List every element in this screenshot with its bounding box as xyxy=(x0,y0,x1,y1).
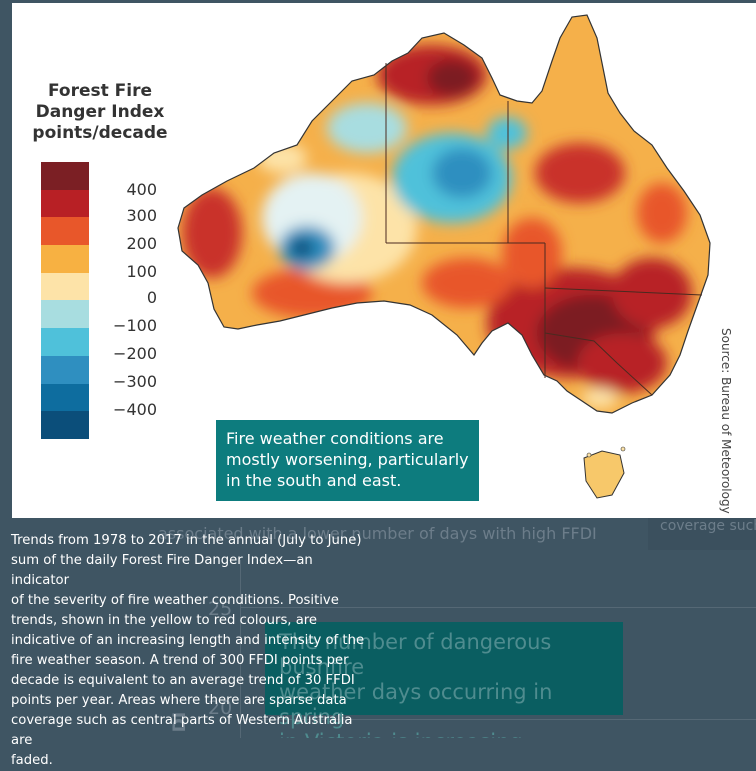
island xyxy=(620,446,626,452)
background-axis-line xyxy=(240,560,241,738)
fire-danger-map-panel: Forest Fire Danger Index points/decade 4… xyxy=(12,3,756,518)
australia-fire-danger-map xyxy=(177,14,711,499)
island xyxy=(586,452,592,458)
background-text-fragment: coverage such xyxy=(660,518,756,534)
source-note: Source: Bureau of Meteorology xyxy=(719,328,747,514)
legend-swatch xyxy=(41,300,89,329)
legend-swatch xyxy=(41,272,89,301)
legend-label: −300 xyxy=(113,372,157,391)
legend-swatch xyxy=(41,383,89,412)
background-page: coverage such associated with a lower nu… xyxy=(158,518,756,738)
headline-callout: Fire weather conditions are mostly worse… xyxy=(216,420,479,501)
source-note-text: Source: Bureau of Meteorology xyxy=(719,328,733,514)
legend-colour-scale xyxy=(41,162,89,439)
tasmania xyxy=(583,450,625,499)
legend-label: −200 xyxy=(113,344,157,363)
legend-swatch xyxy=(41,189,89,218)
legend-swatch xyxy=(41,355,89,384)
legend-swatch xyxy=(41,328,89,356)
legend-title: Forest Fire Danger Index points/decade xyxy=(32,81,168,143)
background-callout: The number of dangerous bushfire weather… xyxy=(265,622,623,738)
australia-coastline xyxy=(177,14,711,414)
legend-label: 300 xyxy=(126,206,157,225)
map-caption: Trends from 1978 to 2017 in the annual (… xyxy=(11,533,365,768)
legend-label: 200 xyxy=(126,234,157,253)
legend-label: −100 xyxy=(113,316,157,335)
legend-swatch xyxy=(41,411,89,439)
legend-swatch xyxy=(41,162,89,190)
background-tick-label: 20 xyxy=(208,697,233,719)
background-text-fragment: associated with a lower number of days w… xyxy=(158,524,597,543)
legend-label: 400 xyxy=(126,180,157,199)
state-borders xyxy=(385,63,703,396)
background-gridline xyxy=(240,719,756,720)
legend-label: 100 xyxy=(126,262,157,281)
background-gridline xyxy=(240,607,756,608)
legend-swatch xyxy=(41,245,89,273)
legend-swatch xyxy=(41,217,89,246)
legend-label: 0 xyxy=(146,288,157,307)
background-tick-label: 25 xyxy=(208,598,233,620)
legend-label: −400 xyxy=(113,400,157,419)
